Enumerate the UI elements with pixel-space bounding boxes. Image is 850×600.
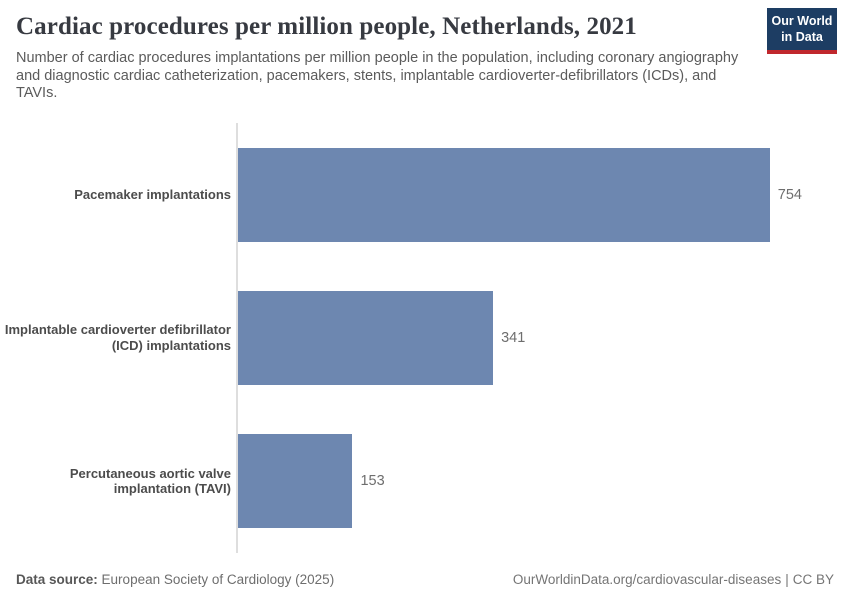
y-axis-line bbox=[236, 123, 238, 553]
footer-attribution: OurWorldinData.org/cardiovascular-diseas… bbox=[513, 572, 834, 587]
data-source: Data source: European Society of Cardiol… bbox=[16, 572, 334, 587]
bar-row-pacemaker: Pacemaker implantations 754 bbox=[0, 123, 850, 266]
category-label: Implantable cardioverter defibrillator (… bbox=[4, 322, 231, 353]
bar-row-icd: Implantable cardioverter defibrillator (… bbox=[0, 266, 850, 409]
bar-value-label: 153 bbox=[360, 473, 385, 490]
owid-logo[interactable]: Our World in Data bbox=[767, 8, 837, 55]
data-source-label: Data source: bbox=[16, 572, 98, 587]
bar-value-label: 341 bbox=[501, 329, 526, 346]
bar-value-label: 754 bbox=[777, 186, 802, 203]
bar-track: 754 bbox=[238, 147, 802, 242]
category-label: Pacemaker implantations bbox=[74, 186, 231, 202]
bar-icd[interactable] bbox=[238, 290, 494, 385]
category-label: Percutaneous aortic valve implantation (… bbox=[69, 465, 231, 497]
bar-tavi[interactable] bbox=[238, 434, 353, 529]
license-badge: CC BY bbox=[792, 572, 834, 587]
owid-logo-line1: Our World bbox=[771, 14, 833, 28]
bar-track: 341 bbox=[238, 290, 802, 385]
chart-title: Cardiac procedures per million people, N… bbox=[16, 13, 637, 40]
bar-row-tavi: Percutaneous aortic valve implantation (… bbox=[0, 410, 850, 553]
bar-chart: Pacemaker implantations 754 Implantable … bbox=[0, 123, 850, 553]
bar-track: 153 bbox=[238, 434, 802, 529]
owid-url-link[interactable]: OurWorldinData.org/cardiovascular-diseas… bbox=[512, 572, 782, 587]
chart-header: Cardiac procedures per million people, N… bbox=[0, 0, 850, 103]
footer-separator: | bbox=[785, 572, 789, 587]
owid-logo-line2: in Data bbox=[781, 29, 823, 44]
chart-footer: Data source: European Society of Cardiol… bbox=[16, 572, 834, 587]
chart-subtitle: Number of cardiac procedures implantatio… bbox=[16, 50, 739, 102]
data-source-value: European Society of Cardiology (2025) bbox=[101, 572, 335, 587]
bar-pacemaker[interactable] bbox=[238, 147, 770, 242]
